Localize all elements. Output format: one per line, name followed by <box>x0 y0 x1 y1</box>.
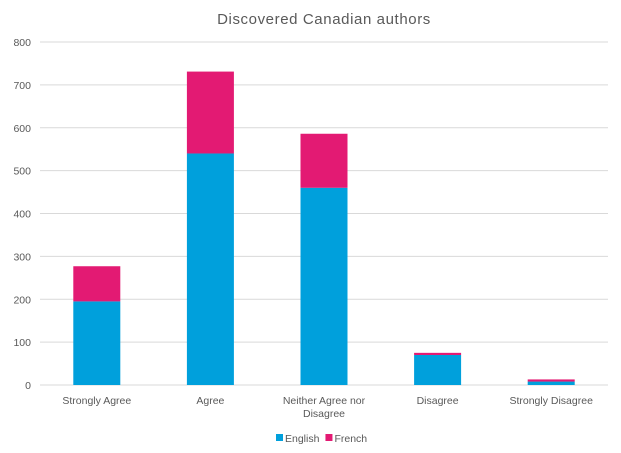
bar-french-0 <box>73 266 121 302</box>
y-tick-label: 500 <box>13 166 31 178</box>
bar-english-3 <box>414 354 462 385</box>
y-tick-label: 700 <box>13 80 31 92</box>
x-category-label: Strongly Agree <box>62 395 131 407</box>
bar-english-4 <box>527 381 575 385</box>
x-axis-category-labels: Strongly Agree Agree Neither Agree norDisa… <box>62 395 593 420</box>
y-tick-label: 600 <box>13 123 31 135</box>
bars <box>73 71 575 385</box>
legend-swatch-french <box>325 434 333 441</box>
x-category-label: Neither Agree nor <box>283 395 366 407</box>
x-category-label: Disagree <box>417 395 459 407</box>
bar-english-2 <box>300 187 348 385</box>
x-category-label: Strongly Disagree <box>509 395 593 407</box>
bar-french-3 <box>414 352 462 355</box>
y-tick-label: 400 <box>13 209 31 221</box>
y-tick-label: 300 <box>13 251 31 263</box>
chart-title: Discovered Canadian authors <box>217 11 431 28</box>
y-tick-label: 200 <box>13 294 31 306</box>
y-tick-label: 100 <box>13 337 31 349</box>
bar-english-0 <box>73 301 121 385</box>
y-tick-label: 800 <box>13 37 31 49</box>
legend: English French <box>276 433 367 445</box>
bar-french-2 <box>300 133 348 188</box>
x-category-label: Agree <box>196 395 224 407</box>
legend-label-english: English <box>285 433 320 445</box>
y-axis-tick-labels: 0 100 200 300 400 500 600 700 800 <box>13 37 31 392</box>
x-category-label: Disagree <box>303 408 345 420</box>
bar-english-1 <box>186 153 234 385</box>
bar-french-4 <box>527 379 575 382</box>
legend-label-french: French <box>334 433 367 445</box>
y-tick-label: 0 <box>25 380 31 392</box>
legend-swatch-english <box>276 434 283 441</box>
bar-french-1 <box>186 71 234 154</box>
